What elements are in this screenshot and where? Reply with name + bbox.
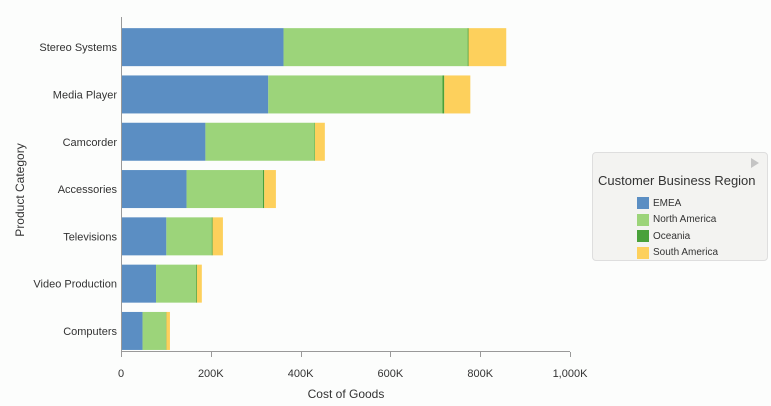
y-tick-label: Media Player [53,89,118,101]
legend-title: Customer Business Region [598,173,756,188]
legend-item-south-america[interactable]: South America [637,245,718,262]
bar-stereo-systems-north-america[interactable] [283,28,468,67]
legend-swatch [637,197,649,210]
legend-label: EMEA [653,197,682,209]
y-tick-labels: Stereo Systems Media Player Camcorder Acces… [33,42,117,338]
bar-video-production-north-america[interactable] [156,264,196,303]
bar-computers-south-america[interactable] [166,311,170,350]
legend-label: Oceania [653,230,691,242]
bar-camcorder-emea[interactable] [121,122,206,161]
legend-expand-icon[interactable] [751,158,759,168]
y-tick-label: Camcorder [63,137,118,149]
bar-video-production-emea[interactable] [121,264,157,303]
bar-televisions-south-america[interactable] [212,217,223,256]
x-tick-label: 400K [288,368,314,380]
bar-media-player-north-america[interactable] [268,75,443,114]
x-tick-label: 600K [378,368,404,380]
y-tick-label: Video Production [33,279,117,291]
legend-swatch [637,213,649,226]
bar-camcorder-south-america[interactable] [314,122,325,161]
bar-accessories-south-america[interactable] [264,170,276,209]
y-tick-label: Stereo Systems [39,42,117,54]
x-tick-label: 200K [198,368,224,380]
y-tick-label: Accessories [58,184,118,196]
y-axis-title: Product Category [13,143,27,236]
bar-camcorder-north-america[interactable] [205,122,315,161]
x-tick-label: 0 [118,368,124,380]
x-tick-label: 800K [467,368,493,380]
bar-media-player-south-america[interactable] [444,75,471,114]
bar-stereo-systems-emea[interactable] [121,28,284,67]
legend-item-emea[interactable]: EMEA [637,195,718,212]
bar-stereo-systems-oceania[interactable] [467,28,469,67]
bar-stereo-systems-south-america[interactable] [468,28,507,67]
legend: Customer Business Region EMEA North Ameri… [592,152,768,261]
x-tick-label: 1,000K [553,368,589,380]
x-axis-title: Cost of Goods [308,387,385,401]
y-tick-label: Televisions [63,231,117,243]
legend-label: South America [653,247,719,259]
legend-item-oceania[interactable]: Oceania [637,228,718,245]
legend-item-north-america[interactable]: North America [637,212,718,229]
bar-accessories-oceania[interactable] [262,170,265,209]
bar-televisions-oceania[interactable] [211,217,213,256]
legend-label: North America [653,214,717,226]
bar-video-production-south-america[interactable] [196,264,202,303]
legend-list: EMEA North America Oceania South America [637,195,718,261]
legend-swatch [637,230,649,243]
legend-swatch [637,246,649,259]
bar-media-player-oceania[interactable] [442,75,445,114]
bar-computers-north-america[interactable] [142,311,166,350]
bar-media-player-emea[interactable] [121,75,269,114]
bar-computers-emea[interactable] [121,311,143,350]
bar-video-production-oceania[interactable] [195,264,197,303]
bar-accessories-emea[interactable] [121,170,187,209]
bar-televisions-north-america[interactable] [166,217,212,256]
bar-accessories-north-america[interactable] [186,170,263,209]
bar-televisions-emea[interactable] [121,217,167,256]
bars-group [121,28,507,350]
y-tick-label: Computers [63,326,117,338]
x-ticks-group: 0 200K 400K 600K 800K 1,000K [118,352,588,380]
